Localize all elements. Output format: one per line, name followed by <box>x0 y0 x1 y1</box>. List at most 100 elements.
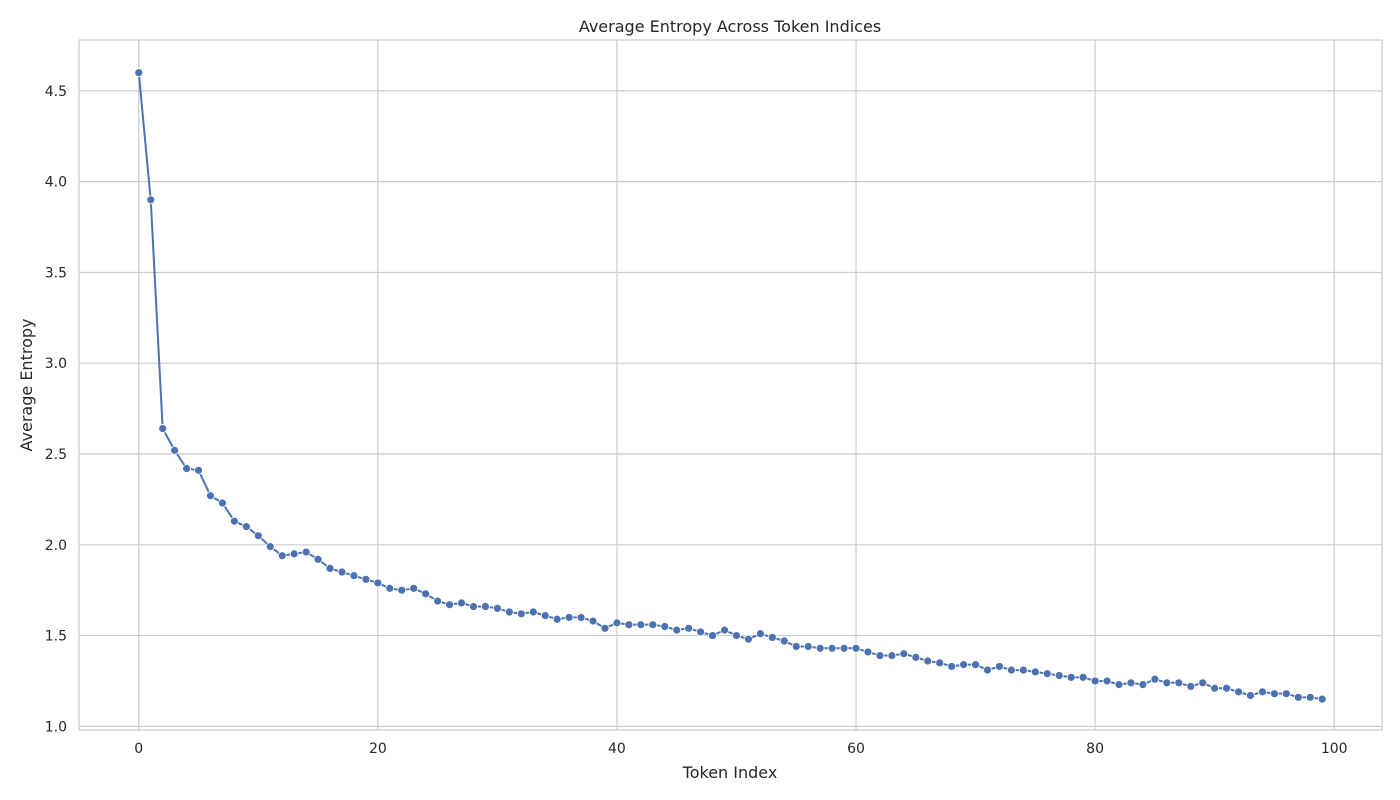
x-tick-labels: 0 20 40 60 80 100 <box>134 741 1347 757</box>
plot-border <box>78 39 1383 731</box>
data-point <box>1114 680 1124 690</box>
x-tick-label: 20 <box>369 741 387 757</box>
data-point <box>170 445 180 455</box>
data-point <box>660 622 670 631</box>
data-point <box>923 656 933 666</box>
data-point <box>1198 678 1208 688</box>
data-point <box>1210 683 1220 693</box>
data-point <box>540 611 550 621</box>
plot-frame <box>78 39 1383 731</box>
data-point <box>899 649 909 659</box>
data-point <box>1293 692 1303 702</box>
data-point <box>469 602 478 611</box>
y-tick-labels: 1.0 1.5 2.0 2.5 3.0 3.5 4.0 4.5 <box>45 84 67 736</box>
data-point <box>492 603 502 613</box>
data-point <box>528 607 538 617</box>
data-point <box>720 625 729 635</box>
x-tick-label: 40 <box>608 741 626 757</box>
data-point <box>457 598 466 608</box>
data-point <box>935 658 945 668</box>
data-point <box>552 614 562 624</box>
data-point <box>134 68 144 78</box>
data-point <box>863 647 873 657</box>
data-point <box>672 625 682 635</box>
data-point <box>564 613 574 622</box>
data-point <box>301 547 311 557</box>
data-point <box>409 583 419 593</box>
data-point <box>755 629 765 639</box>
data-point <box>1066 672 1076 682</box>
data-point <box>1102 676 1112 686</box>
data-point <box>1054 671 1064 680</box>
data-point <box>971 660 980 670</box>
data-point <box>385 583 395 593</box>
data-point <box>1317 694 1327 704</box>
data-point <box>1234 687 1243 697</box>
data-point <box>648 620 658 630</box>
data-point <box>1305 692 1315 702</box>
data-point <box>158 424 168 433</box>
data-point <box>636 620 646 630</box>
data-point <box>959 660 969 670</box>
data-point <box>1138 680 1148 690</box>
data-point <box>289 549 299 559</box>
data-point <box>433 596 443 606</box>
data-point <box>839 643 849 653</box>
y-tick-label: 2.5 <box>45 447 67 463</box>
y-tick-label: 3.0 <box>45 356 67 372</box>
data-point <box>708 631 717 640</box>
data-point <box>337 567 347 577</box>
data-point <box>995 662 1004 671</box>
data-points <box>134 68 1327 704</box>
data-point <box>361 574 371 584</box>
x-axis-label: Token Index <box>682 763 778 782</box>
data-point <box>827 643 837 653</box>
data-point <box>445 600 454 610</box>
data-point <box>1090 676 1100 686</box>
data-point <box>1078 672 1088 682</box>
data-point <box>1150 674 1160 684</box>
data-point <box>875 651 885 660</box>
x-tick-label: 60 <box>847 741 865 757</box>
data-point <box>947 662 957 671</box>
data-point <box>1222 683 1231 693</box>
data-point <box>206 491 215 501</box>
data-point <box>373 578 383 588</box>
data-point <box>767 632 777 642</box>
data-point <box>182 464 191 473</box>
x-tick-label: 80 <box>1086 741 1104 757</box>
series-line <box>137 72 1323 701</box>
data-point <box>1246 691 1255 700</box>
data-point <box>803 642 813 651</box>
data-point <box>791 642 801 651</box>
data-point <box>146 195 156 205</box>
data-point <box>349 571 359 581</box>
data-point <box>887 651 897 660</box>
grid-layer <box>79 40 1382 730</box>
data-point <box>1042 669 1052 679</box>
data-point <box>1007 665 1016 675</box>
x-tick-label: 100 <box>1321 741 1348 757</box>
data-point <box>1258 687 1267 697</box>
data-point <box>397 585 407 595</box>
data-point <box>612 618 622 628</box>
data-point <box>815 643 825 653</box>
y-tick-label: 2.0 <box>45 538 67 554</box>
data-point <box>576 613 586 622</box>
data-point <box>516 609 526 619</box>
data-point <box>1281 689 1291 699</box>
data-point <box>744 634 753 644</box>
data-point <box>230 516 239 526</box>
data-point <box>241 522 251 532</box>
data-point <box>481 602 490 611</box>
data-point <box>696 627 706 637</box>
y-tick-label: 3.5 <box>45 265 67 281</box>
data-point <box>277 551 287 561</box>
data-point <box>253 531 263 541</box>
y-tick-label: 4.0 <box>45 175 67 191</box>
data-point <box>313 554 323 564</box>
data-point <box>684 623 694 633</box>
data-point <box>194 465 203 475</box>
data-point <box>1126 678 1136 688</box>
